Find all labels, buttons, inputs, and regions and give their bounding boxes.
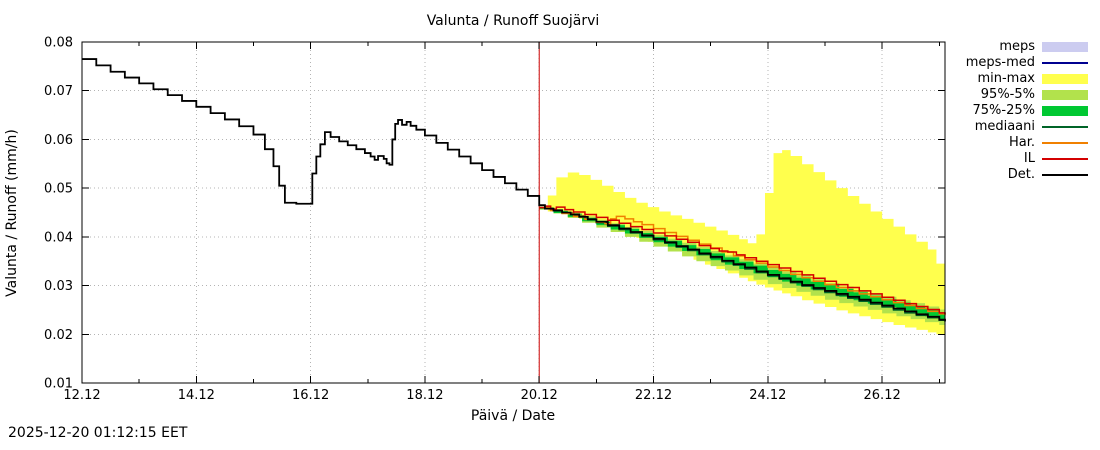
x-tick-label: 18.12 — [406, 388, 443, 403]
series-il — [539, 205, 946, 315]
legend-item-det: Det. — [966, 167, 1088, 182]
x-tick-label: 26.12 — [864, 388, 901, 403]
y-tick-label: 0.02 — [44, 328, 73, 343]
y-tick-label: 0.01 — [44, 377, 73, 392]
legend-item-meps-label: meps — [999, 39, 1035, 54]
legend-item-95-5-swatch — [1042, 89, 1088, 100]
legend-item-75-25: 75%-25% — [966, 103, 1088, 118]
series-det — [82, 58, 946, 322]
chart-title: Valunta / Runoff Suojärvi — [427, 13, 600, 29]
axes-frame — [81, 41, 946, 384]
series-mediaani — [539, 206, 946, 322]
tick-labels: 12.12 14.12 16.12 18.12 20.12 22.12 24.12 26.12… — [44, 36, 901, 404]
legend-item-meps-med: meps-med — [966, 55, 1088, 70]
y-tick-label: 0.03 — [44, 279, 73, 294]
legend-item-meps-med-label: meps-med — [965, 55, 1035, 70]
legend-item-75-25-swatch — [1042, 105, 1088, 116]
y-tick-label: 0.04 — [44, 230, 73, 245]
legend-item-det-swatch — [1042, 173, 1088, 176]
plot-border — [81, 41, 946, 384]
x-axis-title: Päivä / Date — [471, 408, 555, 424]
legend-item-har-swatch — [1042, 141, 1088, 144]
x-tick-label: 16.12 — [292, 388, 329, 403]
legend-item-mediaani-label: mediaani — [974, 119, 1035, 134]
legend-item-95-5: 95%-5% — [966, 87, 1088, 102]
legend-item-meps-med-swatch — [1042, 61, 1088, 64]
legend-item-har-label: Har. — [1008, 135, 1035, 150]
y-tick-label: 0.07 — [44, 84, 73, 99]
legend-item-min-max-label: min-max — [977, 71, 1035, 86]
legend-item-il-label: IL — [1023, 151, 1035, 166]
legend-item-il: IL — [966, 151, 1088, 166]
x-tick-label: 20.12 — [521, 388, 558, 403]
legend-item-meps-swatch — [1042, 41, 1088, 52]
x-tick-label: 12.12 — [63, 388, 100, 403]
x-tick-label: 14.12 — [178, 388, 215, 403]
y-tick-label: 0.06 — [44, 133, 73, 148]
legend-item-har: Har. — [966, 135, 1088, 150]
legend-item-det-label: Det. — [1007, 167, 1035, 182]
x-tick-label: 22.12 — [635, 388, 672, 403]
y-tick-label: 0.08 — [44, 36, 73, 51]
series-lines — [82, 58, 946, 322]
legend-item-il-swatch — [1042, 157, 1088, 160]
legend-item-95-5-label: 95%-5% — [980, 87, 1035, 102]
legend-item-meps: meps — [966, 39, 1088, 54]
legend-item-min-max: min-max — [966, 71, 1088, 86]
legend-item-75-25-label: 75%-25% — [972, 103, 1035, 118]
legend-item-min-max-swatch — [1042, 73, 1088, 84]
y-axis-title: Valunta / Runoff (mm/h) — [4, 129, 20, 297]
timestamp: 2025-12-20 01:12:15 EET — [8, 425, 188, 441]
uncertainty-bands — [539, 150, 945, 337]
x-tick-label: 24.12 — [749, 388, 786, 403]
legend-item-mediaani-swatch — [1042, 125, 1088, 128]
y-tick-label: 0.05 — [44, 182, 73, 197]
chart-legend: meps meps-med min-max 95%-5% 75%-25% med… — [966, 39, 1088, 182]
legend-item-mediaani: mediaani — [966, 119, 1088, 134]
